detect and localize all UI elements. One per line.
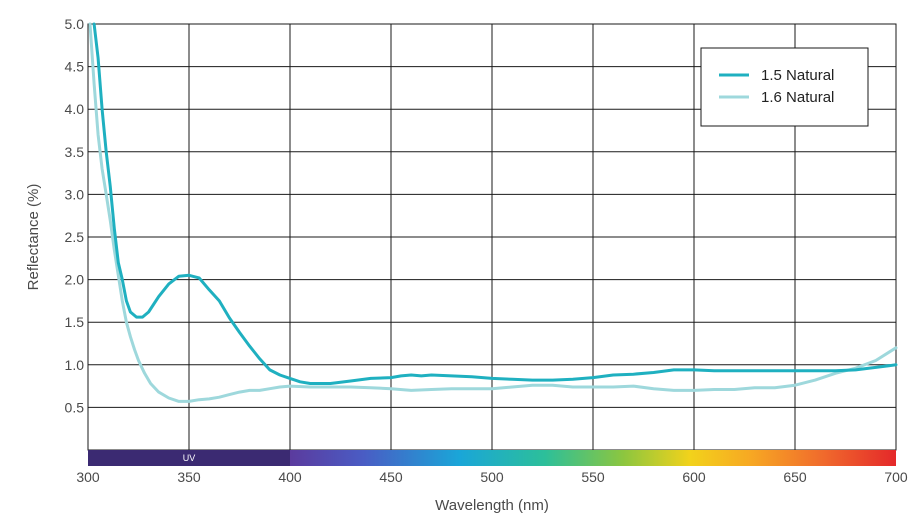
x-axis-ticks: 300 350 400 450 500 550 600 650 700	[76, 469, 908, 485]
x-axis-title: Wavelength (nm)	[435, 497, 549, 514]
wavelength-band: UV	[88, 450, 896, 466]
y-tick-label-4: 4.0	[65, 101, 85, 117]
y-tick-label-5: 5.0	[65, 16, 85, 32]
x-tick-label-350: 350	[177, 469, 201, 485]
x-tick-label-500: 500	[480, 469, 504, 485]
legend-label-1-6-natural: 1.6 Natural	[761, 89, 834, 106]
x-tick-label-450: 450	[379, 469, 403, 485]
y-tick-label-1.5: 1.5	[65, 314, 85, 330]
visible-spectrum-band	[290, 450, 896, 466]
x-tick-label-600: 600	[682, 469, 706, 485]
x-tick-label-300: 300	[76, 469, 100, 485]
y-tick-label-2.5: 2.5	[65, 229, 85, 245]
uv-band-label: UV	[183, 453, 196, 463]
y-tick-label-2: 2.0	[65, 272, 85, 288]
y-axis-ticks: 0.5 1.0 1.5 2.0 2.5 3.0 3.5 4.0 4.5 5.0	[65, 16, 85, 415]
y-axis-title: Reflectance (%)	[25, 184, 42, 291]
grid-lines	[88, 24, 896, 450]
y-tick-label-4.5: 4.5	[65, 59, 85, 75]
y-tick-label-0.5: 0.5	[65, 399, 85, 415]
uv-band	[88, 450, 290, 466]
legend-label-1-5-natural: 1.5 Natural	[761, 67, 834, 84]
y-tick-label-3.5: 3.5	[65, 144, 85, 160]
series-line-1-5-natural	[92, 22, 898, 385]
x-tick-label-550: 550	[581, 469, 605, 485]
y-tick-label-3: 3.0	[65, 186, 85, 202]
legend: 1.5 Natural 1.6 Natural	[700, 47, 869, 127]
y-tick-label-1: 1.0	[65, 357, 85, 373]
x-tick-label-700: 700	[884, 469, 908, 485]
x-tick-label-650: 650	[783, 469, 807, 485]
series-line-1-6-natural	[88, 22, 898, 403]
series-layer	[88, 22, 898, 403]
x-tick-label-400: 400	[278, 469, 302, 485]
legend-box	[700, 47, 869, 127]
